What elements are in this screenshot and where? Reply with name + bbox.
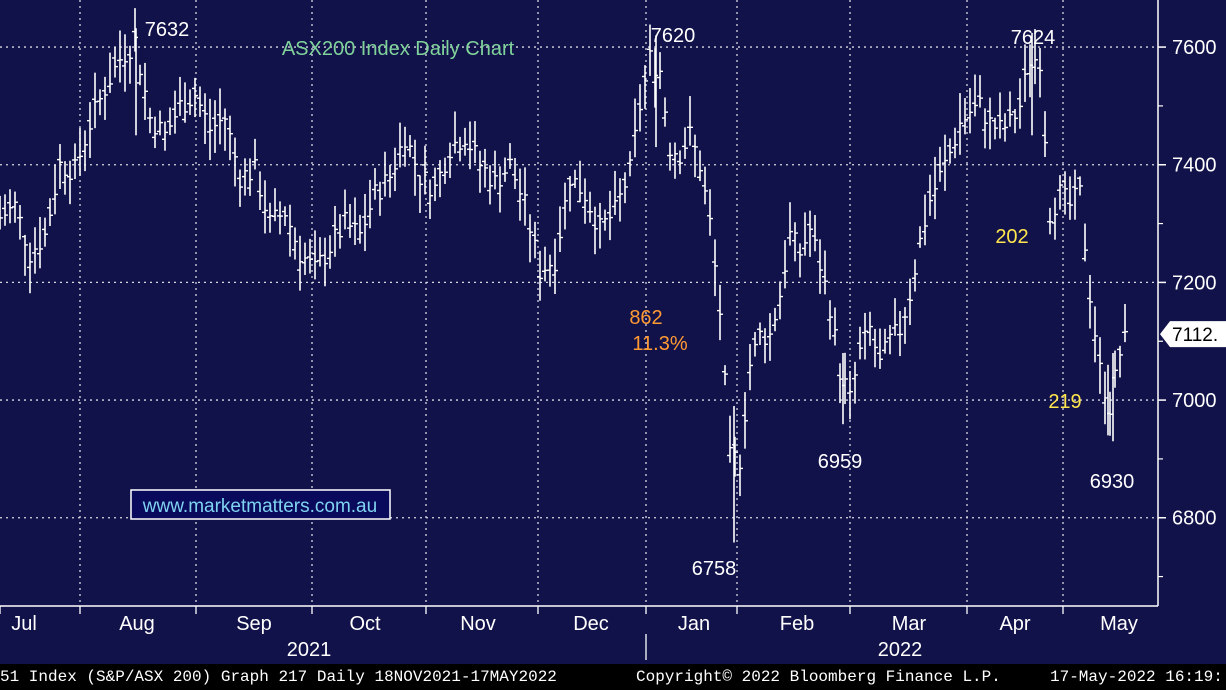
x-tick-label: Aug — [119, 613, 155, 635]
annotation-label: 219 — [1048, 391, 1081, 413]
x-tick-label: Apr — [999, 613, 1030, 635]
annotation-label: 7624 — [1011, 27, 1056, 49]
annotation-label: 6758 — [692, 558, 737, 580]
annotation-label: 7632 — [145, 19, 190, 41]
watermark-text: www.marketmatters.com.au — [142, 496, 377, 517]
x-tick-label: Nov — [460, 613, 496, 635]
x-tick-label: May — [1100, 613, 1138, 635]
footer-left: 51 Index (S&P/ASX 200) Graph 217 Daily 1… — [0, 668, 557, 686]
x-tick-label: Feb — [780, 613, 814, 635]
x-tick-label: Jul — [11, 613, 37, 635]
x-tick-label: Oct — [349, 613, 381, 635]
y-tick-label: 7200 — [1172, 272, 1217, 294]
chart-title: ASX200 Index Daily Chart — [282, 38, 515, 60]
y-tick-label: 7000 — [1172, 390, 1217, 412]
price-bars — [0, 8, 1128, 543]
footer-timestamp: 17-May-2022 16:19: — [1050, 668, 1223, 686]
x-tick-label: Sep — [236, 613, 272, 635]
footer-copyright: Copyright© 2022 Bloomberg Finance L.P. — [636, 668, 1001, 686]
y-tick-label: 6800 — [1172, 508, 1217, 530]
annotation-label: 11.3% — [632, 333, 687, 355]
y-tick-label: 7400 — [1172, 155, 1217, 177]
annotation-label: 862 — [629, 307, 662, 329]
year-label: 2021 — [287, 639, 332, 661]
annotation-label: 202 — [995, 226, 1028, 248]
watermark-box — [130, 489, 391, 520]
annotation-label: 7620 — [651, 25, 696, 47]
last-price-label: 7112. — [1172, 325, 1218, 346]
x-tick-label: Dec — [573, 613, 609, 635]
annotation-label: 6930 — [1090, 471, 1135, 493]
annotation-label: 6959 — [818, 451, 863, 473]
last-price-marker — [1160, 321, 1226, 348]
x-tick-label: Jan — [678, 613, 710, 635]
footer-bar: 51 Index (S&P/ASX 200) Graph 217 Daily 1… — [0, 664, 1226, 690]
x-tick-label: Mar — [892, 613, 927, 635]
asx200-chart: 6800 7000 7200 7400 7600 Jul Aug Sep Oct Nov Dec Ja… — [0, 0, 1226, 661]
y-tick-label: 7600 — [1172, 37, 1217, 59]
year-label: 2022 — [878, 639, 923, 661]
